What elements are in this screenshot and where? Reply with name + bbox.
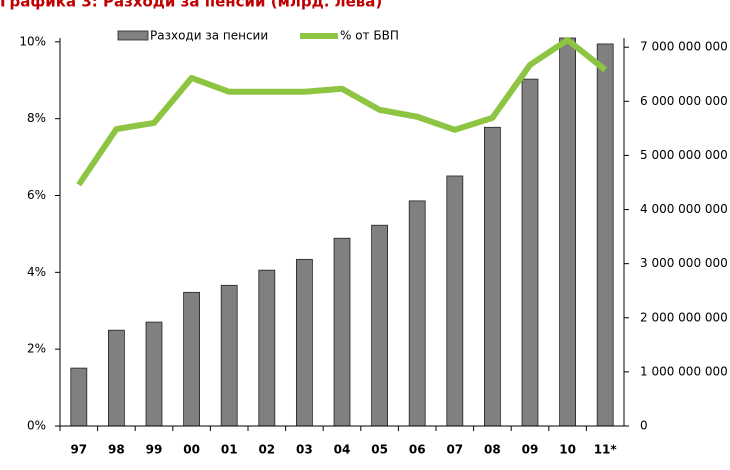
chart-title: Графика 3: Разходи за пенсии (млрд. лева… (0, 0, 382, 11)
y2-tick-label: 4 000 000 000 (640, 202, 728, 216)
x-tick-label: 02 (258, 443, 275, 457)
bar (596, 43, 614, 427)
x-tick-label: 01 (221, 443, 238, 457)
bar (559, 37, 576, 427)
x-tick-label: 05 (371, 443, 388, 457)
bar (70, 367, 88, 427)
y-tick-label: 10% (19, 34, 46, 48)
x-tick-label: 08 (484, 443, 501, 457)
bar (333, 237, 351, 427)
bar (108, 329, 125, 427)
x-tick-label: 09 (522, 443, 539, 457)
y2-tick-label: 1 000 000 000 (640, 364, 728, 378)
x-tick-label: 99 (146, 443, 163, 457)
y2-tick-label: 7 000 000 000 (640, 40, 728, 54)
x-tick-label: 04 (334, 443, 351, 457)
bar (220, 284, 238, 427)
bar (408, 200, 426, 427)
x-tick-label: 00 (183, 443, 200, 457)
y-tick-label: 2% (27, 342, 46, 356)
line (76, 36, 608, 187)
bar (258, 269, 276, 427)
y2-tick-label: 2 000 000 000 (640, 310, 728, 324)
bar (183, 291, 201, 427)
x-tick-label: 97 (70, 443, 87, 457)
y2-tick-label: 3 000 000 000 (640, 256, 728, 270)
y-tick-label: 8% (27, 111, 46, 125)
bar (371, 224, 389, 427)
y-tick-label: 4% (27, 265, 46, 279)
bar (295, 258, 313, 427)
bar (483, 126, 501, 427)
y2-tick-label: 6 000 000 000 (640, 94, 728, 108)
x-tick-label: 98 (108, 443, 125, 457)
bar (446, 175, 464, 427)
x-tick-label: 06 (409, 443, 426, 457)
y2-tick-label: 5 000 000 000 (640, 148, 728, 162)
x-tick-label: 07 (446, 443, 463, 457)
x-tick-label: 03 (296, 443, 313, 457)
x-tick-label: 11* (594, 443, 618, 457)
bar (521, 78, 539, 427)
legend-swatch (117, 30, 149, 41)
y2-tick-label: 0 (640, 419, 648, 433)
legend-label: Разходи за пенсии (150, 29, 268, 43)
legend-label: % от БВП (340, 29, 399, 43)
y-tick-label: 0% (27, 419, 46, 433)
y-tick-label: 6% (27, 188, 46, 202)
x-tick-label: 10 (559, 443, 576, 457)
bar (145, 321, 163, 427)
